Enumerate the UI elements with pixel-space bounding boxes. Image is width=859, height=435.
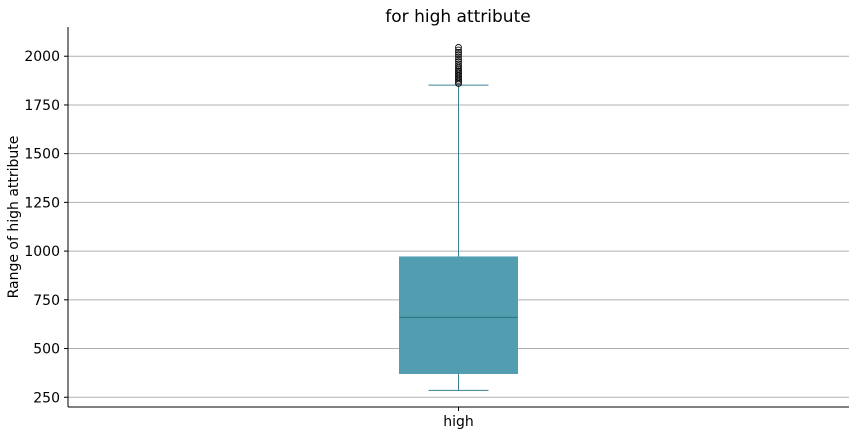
y-axis-label: Range of high attribute: [6, 136, 22, 299]
y-tick-label-250: 250: [33, 390, 60, 406]
chart-title: for high attribute: [385, 7, 530, 27]
y-tick-label-1000: 1000: [24, 244, 60, 260]
y-tick-label-1250: 1250: [24, 195, 60, 211]
y-tick-label-1750: 1750: [24, 98, 60, 114]
outlier-point-14: [455, 55, 462, 63]
outlier-point-12: [455, 60, 462, 68]
outlier-point-17: [455, 48, 462, 56]
outlier-point-11: [455, 62, 462, 70]
y-tick-label-500: 500: [33, 342, 60, 358]
y-tick-label-2000: 2000: [24, 49, 60, 65]
outlier-point-16: [455, 51, 462, 59]
x-tick-label-0: high: [443, 414, 474, 430]
outlier-point-18: [455, 46, 462, 54]
y-tick-label-750: 750: [33, 293, 60, 309]
y-axis-ticks: 250 500 750 1000 1250 1500 1750 2000: [24, 49, 68, 406]
interquartile-box: [399, 256, 518, 374]
axes: high: [67, 27, 849, 430]
box-plot: [399, 44, 518, 391]
y-tick-label-1500: 1500: [24, 147, 60, 163]
outlier-point-13: [455, 58, 462, 66]
outlier-point-15: [455, 53, 462, 61]
outlier-point-19: [455, 44, 462, 51]
